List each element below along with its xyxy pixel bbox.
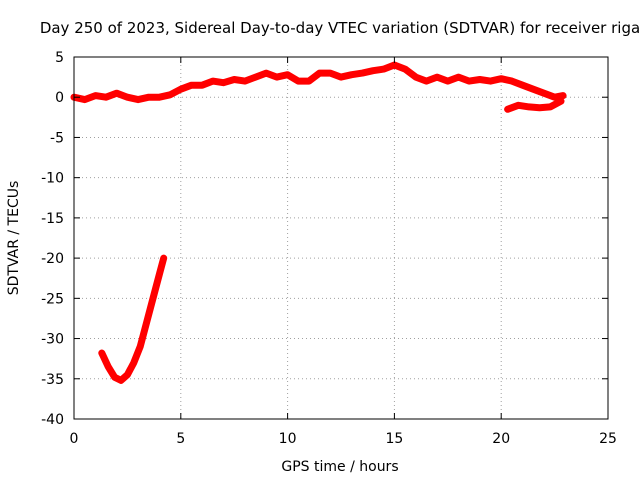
x-tick-label: 10 xyxy=(279,431,297,447)
x-tick-label: 20 xyxy=(492,431,510,447)
series-layer xyxy=(70,61,567,384)
y-tick-label: -30 xyxy=(41,332,64,348)
y-tick-label: -15 xyxy=(41,211,64,227)
data-series-line xyxy=(98,254,168,384)
data-series-line xyxy=(504,97,565,113)
y-tick-label: -5 xyxy=(50,130,64,146)
x-tick-label: 5 xyxy=(176,431,185,447)
y-tick-label: 0 xyxy=(55,90,64,106)
y-tick-label: 5 xyxy=(55,50,64,66)
tick-layer: 0 5 10 15 20 25 5 0 -5 -10 -15 -20 -25 -30 -35 -40 xyxy=(41,50,617,447)
plot-frame xyxy=(73,56,609,420)
y-tick-label: -40 xyxy=(41,412,64,428)
y-axis-label: SDTVAR / TECUs xyxy=(6,181,22,296)
x-tick-label: 25 xyxy=(599,431,617,447)
x-tick-label: 0 xyxy=(70,431,79,447)
y-tick-label: -10 xyxy=(41,171,64,187)
chart-title: Day 250 of 2023, Sidereal Day-to-day VTE… xyxy=(40,19,640,37)
data-series-line xyxy=(70,61,567,104)
y-tick-label: -25 xyxy=(41,291,64,307)
y-tick-label: -20 xyxy=(41,251,64,267)
grid-layer xyxy=(74,57,608,419)
x-axis-label: GPS time / hours xyxy=(281,459,398,475)
x-tick-label: 15 xyxy=(385,431,403,447)
y-tick-label: -35 xyxy=(41,372,64,388)
